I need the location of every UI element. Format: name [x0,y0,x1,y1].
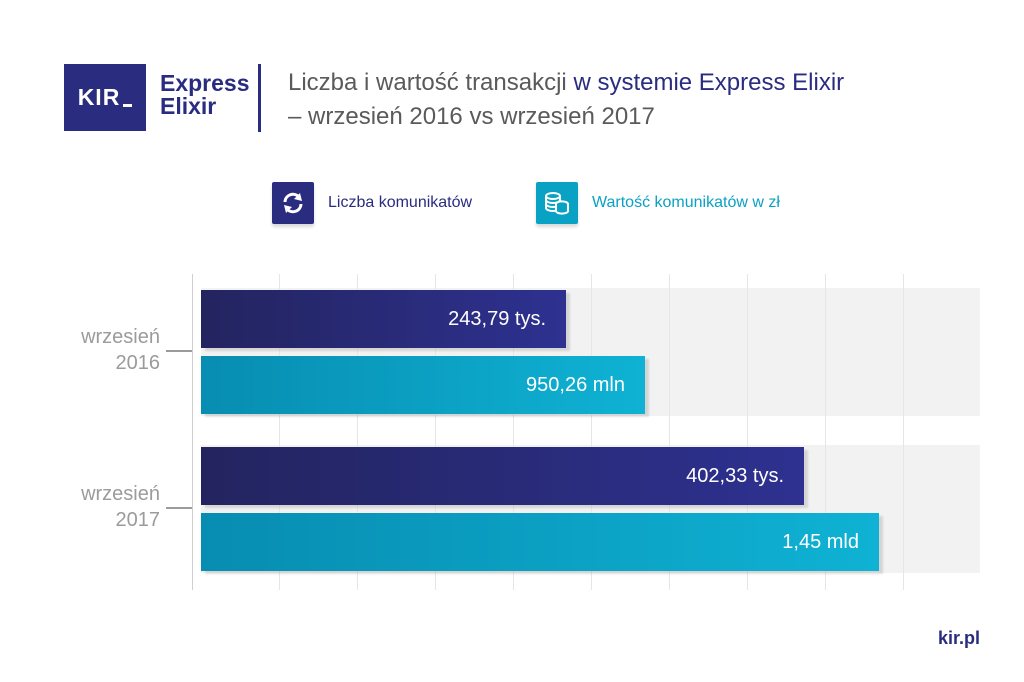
gridline [357,274,358,590]
bar-data-label: 243,79 tys. [448,308,546,330]
brand-divider [258,64,261,132]
bar-value: 950,26 mln [201,356,645,414]
bar-value: 1,45 mld [201,513,879,571]
category-tick [166,350,192,352]
gridline [903,274,904,590]
gridline [825,274,826,590]
legend-label-count: Liczba komunikatów [328,194,473,211]
express-elixir-brand: Express Elixir [160,72,250,118]
coin-stack-icon [536,182,578,224]
gridline [513,274,514,590]
legend-item-count: Liczba komunikatów [272,182,472,224]
gridline [669,274,670,590]
kir-logo-underscore [123,104,133,107]
kir-logo-text: KIR [77,84,121,110]
title-part-1: Liczba i wartość transakcji [288,69,574,96]
gridline [279,274,280,590]
chart-title: Liczba i wartość transakcji w systemie E… [288,66,1008,134]
bar-count: 243,79 tys. [201,290,566,348]
footer-url[interactable]: kir.pl [937,628,980,648]
title-part-1-accent: w systemie Express Elixir [573,69,845,96]
bar-data-label: 1,45 mld [782,531,859,553]
bar-data-label: 950,26 mln [526,374,625,396]
title-line-2: – wrzesień 2016 vs wrzesień 2017 [288,103,655,130]
brand-line-1: Express [160,70,250,96]
bar-count: 402,33 tys. [201,447,804,505]
refresh-arrows-icon [272,182,314,224]
category-label-line-1: wrzesień [81,483,160,505]
category-label-line-2: 2016 [115,352,161,374]
gridline [747,274,748,590]
kir-logo: KIR [64,64,146,131]
legend-label-value: Wartość komunikatów w zł [592,194,780,211]
category-tick [166,507,192,509]
legend-item-value: Wartość komunikatów w zł [536,182,780,224]
category-label-line-2: 2017 [115,509,161,531]
title-line-1: Liczba i wartość transakcji w systemie E… [288,66,1008,100]
category-label: wrzesień 2016 [40,324,160,376]
bar-data-label: 402,33 tys. [686,465,784,487]
category-label: wrzesień 2017 [40,481,160,533]
category-axis [192,274,193,590]
category-label-line-1: wrzesień [81,326,160,348]
brand-line-2: Elixir [160,93,217,119]
gridline [591,274,592,590]
gridline [435,274,436,590]
